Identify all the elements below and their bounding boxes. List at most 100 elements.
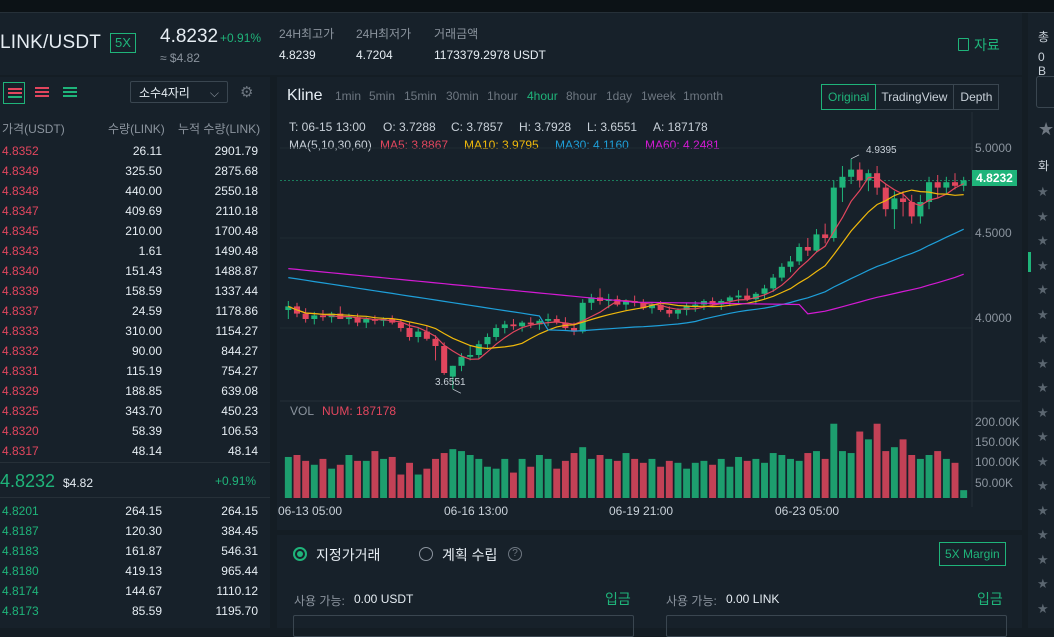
favorite-star-icon[interactable]: ★ bbox=[1037, 453, 1049, 469]
precision-select[interactable]: 소수4자리 ⌵ bbox=[130, 81, 228, 103]
row-qty: 151.43 bbox=[125, 264, 162, 278]
orderbook-row[interactable]: 4.8352 26.11 2901.79 bbox=[0, 141, 262, 161]
tab-timeframe-8hour[interactable]: 8hour bbox=[566, 89, 597, 103]
row-total: 384.45 bbox=[221, 524, 258, 538]
row-qty: 419.13 bbox=[125, 564, 162, 578]
volume-bar bbox=[856, 431, 864, 498]
tab-view-depth[interactable]: Depth bbox=[960, 90, 993, 104]
volume-bar bbox=[674, 462, 682, 498]
orderbook-row[interactable]: 4.8187 120.30 384.45 bbox=[0, 521, 262, 541]
tab-timeframe-1day[interactable]: 1day bbox=[606, 89, 633, 103]
margin-button[interactable]: 5X Margin bbox=[939, 542, 1006, 566]
favorite-star-icon[interactable]: ★ bbox=[1037, 380, 1049, 395]
orderbook-row[interactable]: 4.8173 85.59 1195.70 bbox=[0, 601, 262, 621]
orderbook-row[interactable]: 4.8348 440.00 2550.18 bbox=[0, 181, 262, 201]
view-switch: Original TradingView Depth bbox=[821, 84, 1000, 110]
help-icon[interactable]: ? bbox=[508, 547, 522, 561]
tab-view-original[interactable]: Original bbox=[821, 84, 877, 110]
chevron-down-icon: ⌵ bbox=[209, 86, 219, 100]
favorite-star-icon[interactable]: ★ bbox=[1037, 331, 1049, 346]
candle-body bbox=[735, 295, 742, 298]
orderbook-row[interactable]: 4.8201 264.15 264.15 bbox=[0, 501, 262, 521]
favorite-star-icon[interactable]: ★ bbox=[1037, 527, 1049, 542]
orderbook-row[interactable]: 4.8347 409.69 2110.18 bbox=[0, 201, 262, 221]
orderbook-row[interactable]: 4.8317 48.14 48.14 bbox=[0, 441, 262, 461]
right-search-box[interactable] bbox=[1036, 76, 1054, 108]
doc-button[interactable]: 자료 bbox=[958, 35, 1000, 55]
orderbook-row[interactable]: 4.8331 115.19 754.27 bbox=[0, 361, 262, 381]
sell-price-input[interactable] bbox=[666, 615, 1007, 637]
volume-bar bbox=[518, 458, 526, 498]
col-qty: 수량(LINK) bbox=[108, 122, 165, 136]
volume-bar bbox=[934, 451, 942, 498]
row-total: 48.14 bbox=[227, 444, 258, 458]
sell-deposit-link[interactable]: 입금 bbox=[977, 591, 1003, 607]
favorite-star-icon[interactable]: ★ bbox=[1037, 233, 1049, 248]
tab-timeframe-1min[interactable]: 1min bbox=[335, 89, 362, 103]
favorite-star-icon[interactable]: ★ bbox=[1037, 600, 1049, 616]
orderbook-row[interactable]: 4.8349 325.50 2875.68 bbox=[0, 161, 262, 181]
favorite-star-icon[interactable]: ★ bbox=[1037, 257, 1049, 273]
orderbook-row[interactable]: 4.8339 158.59 1337.44 bbox=[0, 281, 262, 301]
orderbook-row[interactable]: 4.8320 58.39 106.53 bbox=[0, 421, 262, 441]
x-label-2: 06-16 13:00 bbox=[444, 504, 509, 518]
orderbook-row[interactable]: 4.8337 24.59 1178.86 bbox=[0, 301, 262, 321]
orderbook-both-icon[interactable] bbox=[3, 82, 25, 104]
tab-limit[interactable]: 지정가거래 bbox=[316, 547, 381, 563]
volume-bar bbox=[458, 451, 465, 498]
favorite-star-icon[interactable]: ★ bbox=[1037, 208, 1049, 224]
gear-icon[interactable]: ⚙ bbox=[240, 84, 254, 101]
candle-body bbox=[475, 344, 482, 355]
tab-timeframe-1month[interactable]: 1month bbox=[683, 89, 724, 103]
volume-bar bbox=[709, 464, 717, 498]
tab-timeframe-1hour[interactable]: 1hour bbox=[487, 89, 518, 103]
tab-timeframe-15min[interactable]: 15min bbox=[404, 89, 437, 103]
orderbook-row[interactable]: 4.8329 188.85 639.08 bbox=[0, 381, 262, 401]
favorite-star-icon[interactable]: ★ bbox=[1037, 306, 1049, 322]
row-price: 4.8331 bbox=[2, 364, 39, 378]
orderbook-bids-icon[interactable] bbox=[59, 82, 81, 104]
plan-radio[interactable] bbox=[419, 547, 433, 561]
favorite-star-icon[interactable]: ★ bbox=[1037, 404, 1049, 420]
pair-title: LINK/USDT bbox=[0, 32, 102, 53]
volume-bar bbox=[787, 458, 794, 498]
mid-change: +0.91% bbox=[215, 474, 257, 488]
tab-timeframe-5min[interactable]: 5min bbox=[369, 89, 396, 103]
favorite-star-icon[interactable]: ★ bbox=[1037, 282, 1049, 297]
kline-chart[interactable] bbox=[280, 112, 1020, 507]
orderbook-row[interactable]: 4.8343 1.61 1490.48 bbox=[0, 241, 262, 261]
orderbook-row[interactable]: 4.8345 210.00 1700.48 bbox=[0, 221, 262, 241]
candle-body bbox=[943, 182, 950, 188]
tab-timeframe-4hour[interactable]: 4hour bbox=[527, 89, 558, 103]
favorite-star-icon[interactable]: ★ bbox=[1037, 355, 1049, 371]
orderbook-asks-icon[interactable] bbox=[31, 82, 53, 104]
favorite-star-icon[interactable]: ★ bbox=[1037, 551, 1049, 567]
limit-radio[interactable] bbox=[293, 547, 307, 561]
favorite-star-icon[interactable]: ★ bbox=[1037, 184, 1049, 199]
orderbook-row[interactable]: 4.8183 161.87 546.31 bbox=[0, 541, 262, 561]
orderbook-row[interactable]: 4.8333 310.00 1154.27 bbox=[0, 321, 262, 341]
low-marker: 3.6551 bbox=[435, 377, 466, 388]
buy-price-input[interactable] bbox=[293, 615, 634, 637]
orderbook-row[interactable]: 4.8332 90.00 844.27 bbox=[0, 341, 262, 361]
favorite-star-icon[interactable]: ★ bbox=[1037, 502, 1049, 518]
tab-timeframe-1week[interactable]: 1week bbox=[641, 89, 676, 103]
buy-deposit-link[interactable]: 입금 bbox=[605, 591, 631, 607]
tab-timeframe-30min[interactable]: 30min bbox=[446, 89, 479, 103]
favorite-star-icon[interactable]: ★ bbox=[1037, 478, 1049, 493]
tab-plan[interactable]: 계획 수립 bbox=[442, 547, 498, 563]
orderbook-row[interactable]: 4.8325 343.70 450.23 bbox=[0, 401, 262, 421]
orderbook-row[interactable]: 4.8340 151.43 1488.87 bbox=[0, 261, 262, 281]
favorite-star-icon[interactable]: ★ bbox=[1037, 429, 1049, 444]
leverage-badge[interactable]: 5X bbox=[110, 33, 136, 53]
volume-bar bbox=[726, 466, 734, 498]
candle-body bbox=[718, 301, 725, 305]
orderbook-row[interactable]: 4.8174 144.67 1110.12 bbox=[0, 581, 262, 601]
row-total: 2901.79 bbox=[214, 144, 258, 158]
favorite-star-icon[interactable]: ★ bbox=[1038, 119, 1054, 139]
volume-bar bbox=[700, 460, 708, 498]
candle-body bbox=[848, 169, 855, 177]
orderbook-row[interactable]: 4.8180 419.13 965.44 bbox=[0, 561, 262, 581]
tab-view-tradingview[interactable]: TradingView bbox=[875, 85, 955, 109]
favorite-star-icon[interactable]: ★ bbox=[1037, 576, 1049, 591]
